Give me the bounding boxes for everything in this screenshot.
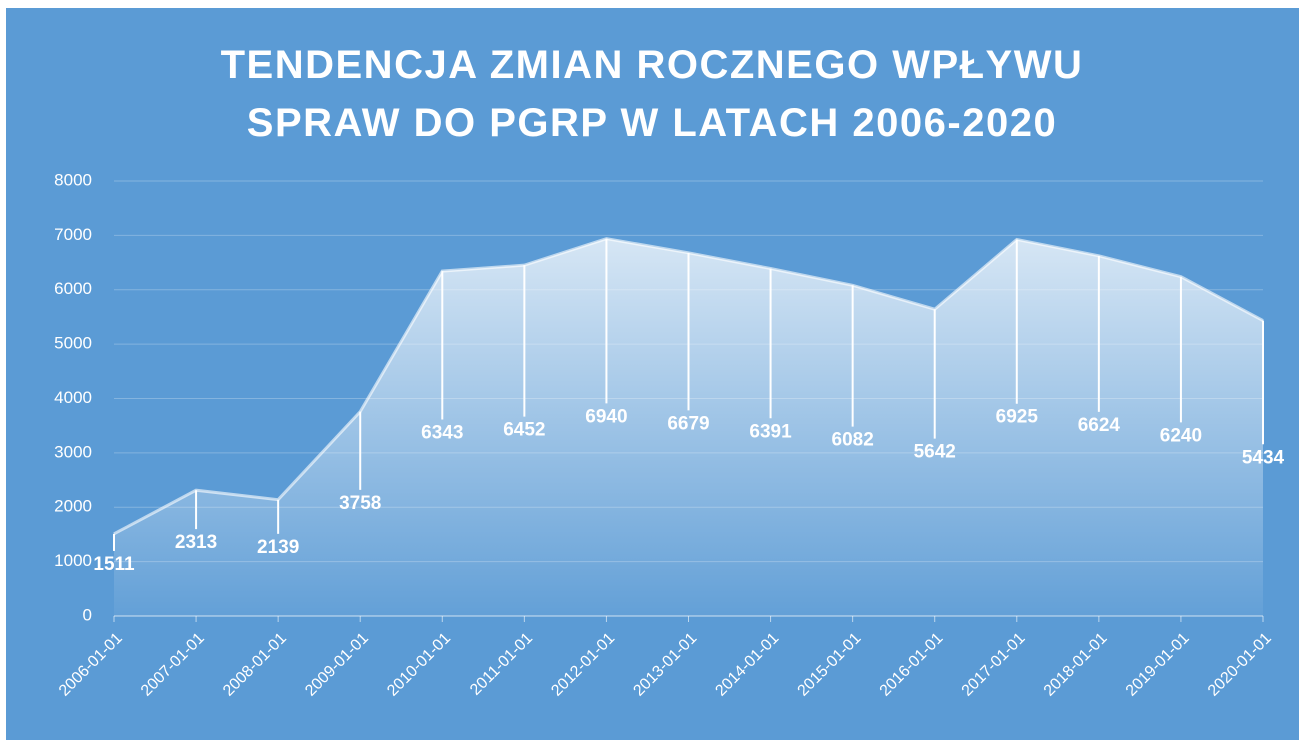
data-label: 6082	[832, 430, 874, 451]
y-tick-label: 0	[83, 605, 92, 624]
y-tick-label: 6000	[54, 279, 92, 298]
line	[113, 237, 1264, 536]
area	[114, 238, 1263, 616]
data-label: 6940	[585, 406, 627, 427]
y-tick-label: 5000	[54, 334, 92, 353]
data-label: 2313	[175, 532, 217, 553]
data-label: 6391	[749, 421, 792, 442]
data-label: 6240	[1160, 425, 1202, 446]
y-tick-label: 1000	[54, 551, 92, 570]
data-label: 6925	[996, 407, 1039, 428]
data-label: 1511	[93, 554, 135, 575]
data-label: 3758	[339, 493, 381, 514]
data-label: 6624	[1078, 415, 1121, 436]
data-label: 5642	[914, 442, 956, 463]
data-label: 6452	[503, 420, 545, 441]
data-label: 6679	[667, 413, 709, 434]
data-label: 6343	[421, 423, 463, 444]
y-tick-label: 8000	[54, 170, 92, 189]
y-tick-label: 3000	[54, 442, 92, 461]
y-tick-label: 7000	[54, 225, 92, 244]
data-label: 2139	[257, 537, 299, 558]
data-label: 5434	[1242, 447, 1285, 468]
y-tick-label: 4000	[54, 388, 92, 407]
y-tick-label: 2000	[54, 497, 92, 516]
chart-title: TENDENCJA ZMIAN ROCZNEGO WPŁYWU SPRAW DO…	[220, 43, 1084, 145]
